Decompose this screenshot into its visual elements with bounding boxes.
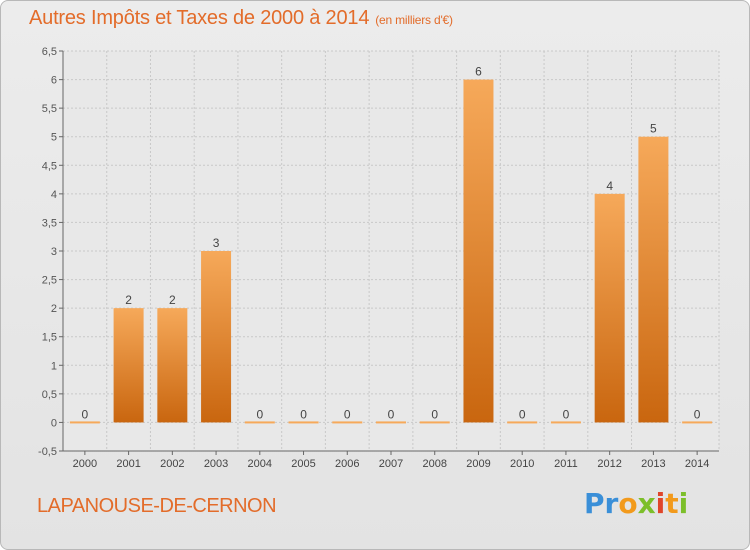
y-tick-label: 0 — [51, 417, 57, 429]
y-tick-label: 2,5 — [42, 275, 57, 287]
x-tick-label: 2007 — [379, 458, 403, 470]
x-tick-label: 2014 — [685, 458, 709, 470]
y-tick-label: 2 — [51, 303, 57, 315]
data-label: 2 — [169, 293, 176, 307]
x-tick-label: 2008 — [422, 458, 446, 470]
bar — [244, 421, 275, 424]
y-tick-label: 3,5 — [42, 217, 57, 229]
bar — [638, 136, 669, 423]
bar — [288, 421, 319, 424]
y-tick-label: -0,5 — [38, 446, 57, 458]
bar — [157, 308, 188, 423]
y-tick-label: 5 — [51, 132, 57, 144]
x-tick-label: 2009 — [466, 458, 490, 470]
bar — [113, 308, 144, 423]
x-tick-label: 2001 — [116, 458, 140, 470]
bar — [682, 421, 713, 424]
y-tick-label: 5,5 — [42, 103, 57, 115]
x-tick-label: 2000 — [73, 458, 97, 470]
data-label: 6 — [475, 65, 482, 79]
y-tick-label: 4 — [51, 189, 57, 201]
bar — [201, 251, 232, 423]
data-label: 0 — [300, 407, 307, 421]
y-tick-label: 6 — [51, 75, 57, 87]
data-label: 0 — [431, 407, 438, 421]
chart-title-text: Autres Impôts et Taxes de 2000 à 2014 — [29, 7, 370, 29]
data-label: 0 — [256, 407, 263, 421]
y-tick-label: 0,5 — [42, 389, 57, 401]
bar — [507, 421, 538, 424]
data-label: 4 — [606, 179, 613, 193]
x-tick-label: 2006 — [335, 458, 359, 470]
chart-title: Autres Impôts et Taxes de 2000 à 2014 (en… — [29, 7, 453, 30]
x-tick-label: 2012 — [597, 458, 621, 470]
bar — [419, 421, 450, 424]
bar — [550, 421, 581, 424]
bar — [463, 79, 494, 423]
data-label: 0 — [344, 407, 351, 421]
y-tick-label: 4,5 — [42, 160, 57, 172]
y-tick-label: 1 — [51, 360, 57, 372]
x-tick-label: 2005 — [291, 458, 315, 470]
x-tick-label: 2003 — [204, 458, 228, 470]
bar — [332, 421, 363, 424]
x-tick-label: 2010 — [510, 458, 534, 470]
x-tick-label: 2004 — [248, 458, 272, 470]
chart-unit: (en milliers d'€) — [375, 13, 453, 27]
proxiti-logo: Proxiti — [584, 487, 689, 520]
data-label: 0 — [563, 407, 570, 421]
data-label: 0 — [694, 407, 701, 421]
bar — [594, 193, 625, 423]
bar — [69, 421, 100, 424]
y-tick-label: 1,5 — [42, 332, 57, 344]
bar — [376, 421, 406, 424]
data-label: 2 — [125, 293, 132, 307]
data-label: 3 — [213, 236, 220, 250]
data-label: 0 — [519, 407, 526, 421]
x-tick-label: 2013 — [641, 458, 665, 470]
data-label: 0 — [82, 407, 89, 421]
x-tick-label: 2002 — [160, 458, 184, 470]
data-label: 0 — [388, 407, 395, 421]
y-tick-label: 6,5 — [42, 46, 57, 58]
commune-name: LAPANOUSE-DE-CERNON — [37, 495, 277, 517]
x-tick-label: 2011 — [554, 458, 578, 470]
y-tick-label: 3 — [51, 246, 57, 258]
data-label: 5 — [650, 122, 657, 136]
